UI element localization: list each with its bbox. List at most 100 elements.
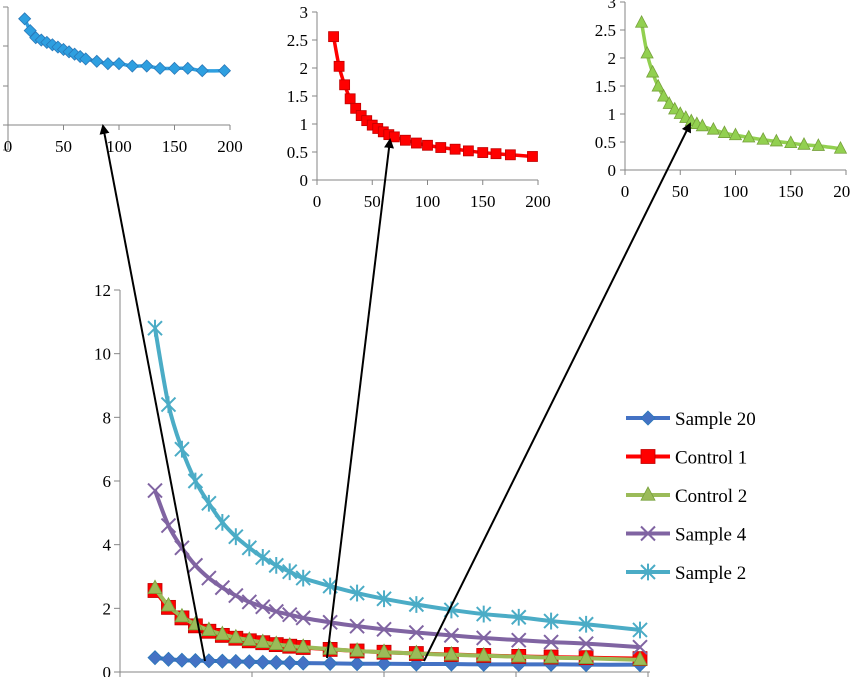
data-point xyxy=(187,472,204,490)
data-point xyxy=(578,635,594,652)
arrow-connector xyxy=(99,124,206,662)
legend-label: Sample 20 xyxy=(675,409,756,430)
legend-marker xyxy=(640,525,656,542)
legend-item: Sample 4 xyxy=(626,525,747,546)
data-point xyxy=(147,579,163,594)
data-point xyxy=(695,118,710,132)
data-point xyxy=(543,648,559,664)
data-point xyxy=(214,625,231,641)
y-tick-label: 12 xyxy=(94,281,111,300)
y-tick-label: 0 xyxy=(300,171,309,190)
data-point xyxy=(255,599,271,615)
y-tick-label: 0.5 xyxy=(287,143,308,162)
data-point xyxy=(282,606,298,623)
data-point xyxy=(214,513,231,531)
x-tick-label: 200 xyxy=(525,192,551,211)
connector-arrows xyxy=(99,122,691,662)
y-tick-label: 0 xyxy=(103,663,112,677)
y-tick-label: 1.5 xyxy=(595,77,616,96)
data-point xyxy=(476,646,492,662)
y-tick-label: 0 xyxy=(608,161,617,180)
series-line xyxy=(331,36,533,159)
data-point xyxy=(728,127,743,141)
data-point xyxy=(295,655,311,671)
data-point xyxy=(125,59,139,73)
data-point xyxy=(241,654,257,670)
legend-label: Sample 4 xyxy=(675,525,747,546)
data-point xyxy=(140,59,154,73)
data-point xyxy=(349,656,365,672)
data-point xyxy=(662,96,676,109)
data-point xyxy=(147,319,163,337)
data-point xyxy=(376,643,392,658)
data-point xyxy=(632,621,648,639)
data-point xyxy=(328,31,339,43)
data-point xyxy=(443,645,460,661)
data-point xyxy=(322,655,338,671)
data-point xyxy=(282,563,298,581)
y-tick-label: 2 xyxy=(608,49,617,68)
data-point xyxy=(322,640,338,655)
data-point xyxy=(160,651,177,667)
data-point xyxy=(350,102,362,114)
series-inset-1 xyxy=(328,31,538,162)
data-point xyxy=(255,654,271,670)
data-point xyxy=(349,642,365,657)
data-point xyxy=(706,121,721,135)
data-point xyxy=(756,132,770,145)
data-point xyxy=(282,655,298,671)
data-point xyxy=(449,143,461,155)
series-line xyxy=(153,327,641,632)
x-tick-label: 150 xyxy=(162,137,188,156)
x-tick-label: 50 xyxy=(364,192,381,211)
data-point xyxy=(268,635,284,650)
data-point xyxy=(511,632,527,648)
data-point xyxy=(411,137,422,149)
legend-label: Control 1 xyxy=(675,448,747,469)
x-tick-label: 0 xyxy=(313,192,322,211)
data-point xyxy=(511,647,527,663)
data-point xyxy=(201,494,217,512)
data-point xyxy=(388,131,400,143)
data-point xyxy=(376,590,392,608)
y-tick-label: 3 xyxy=(608,0,617,12)
x-tick-label: 100 xyxy=(723,182,749,201)
y-tick-label: 2.5 xyxy=(287,31,308,50)
data-point xyxy=(333,60,345,72)
series-line xyxy=(639,22,841,151)
legend-item: Sample 20 xyxy=(626,409,756,430)
data-point xyxy=(268,654,284,671)
data-point xyxy=(784,135,798,149)
data-point xyxy=(527,151,538,162)
data-point xyxy=(339,79,351,91)
data-point xyxy=(634,14,649,28)
legend-marker xyxy=(640,486,656,501)
y-tick-label: 10 xyxy=(94,345,111,364)
data-point xyxy=(295,638,311,653)
data-point xyxy=(187,557,204,574)
data-point xyxy=(477,147,489,158)
data-point xyxy=(408,624,425,641)
data-point xyxy=(811,138,826,151)
y-tick-label: 2.5 xyxy=(595,21,616,40)
data-point xyxy=(181,61,195,75)
data-point xyxy=(18,12,32,26)
data-point xyxy=(174,540,190,556)
data-point xyxy=(476,630,492,646)
y-tick-label: 1 xyxy=(608,105,617,124)
series-inset-0 xyxy=(18,12,232,78)
data-point xyxy=(187,652,203,669)
data-point xyxy=(295,569,311,587)
series-sample-4 xyxy=(147,482,648,655)
inset-chart-green: 0 0.5 1 1.5 2 2.5 3 0 50 100 150 200 xyxy=(595,0,850,201)
data-point xyxy=(255,633,271,649)
x-tick-label: 200 xyxy=(833,182,850,201)
y-tick-label: 1.5 xyxy=(287,87,308,106)
data-point xyxy=(112,57,126,71)
data-point xyxy=(228,528,244,546)
data-point xyxy=(645,64,660,78)
y-tick-label: 3 xyxy=(300,3,309,22)
data-point xyxy=(268,556,284,574)
data-point xyxy=(833,140,848,154)
x-tick-label: 0 xyxy=(621,182,630,201)
